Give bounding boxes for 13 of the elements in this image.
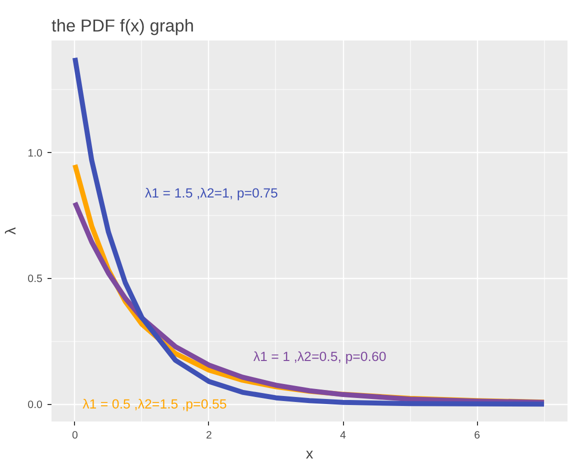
annotation: λ1 = 1 ,λ2=0.5, p=0.60 — [253, 349, 386, 364]
x-axis-title: x — [306, 446, 314, 462]
annotation: λ1 = 0.5 ,λ2=1.5 ,p=0.55 — [82, 396, 227, 412]
x-tick-label: 0 — [72, 430, 78, 442]
x-tick-label: 4 — [340, 430, 346, 442]
annotation: λ1 = 1.5 ,λ2=1, p=0.75 — [144, 185, 278, 200]
y-tick-label: 0.5 — [28, 273, 43, 286]
y-tick-label: 0.0 — [28, 399, 43, 412]
y-axis-title: λ — [4, 226, 20, 235]
chart-title: the PDF f(x) graph — [52, 16, 194, 36]
y-tick-label: 1.0 — [28, 147, 43, 160]
x-tick-label: 2 — [206, 430, 212, 442]
x-tick-label: 6 — [474, 430, 480, 442]
